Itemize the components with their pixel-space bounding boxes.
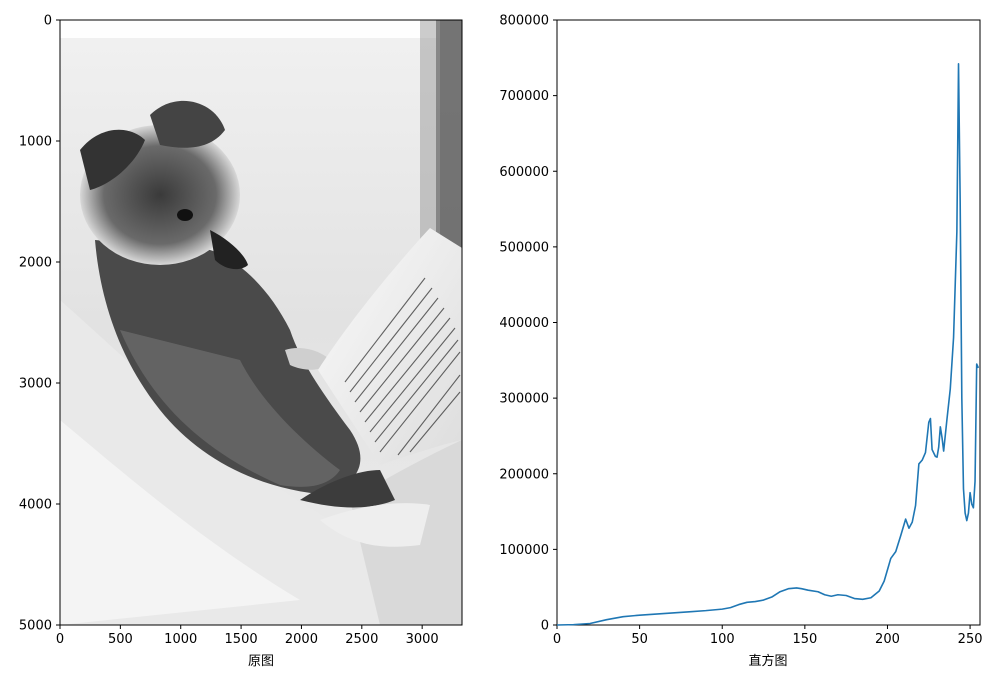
dog-photo [60, 20, 462, 625]
y-tick-label: 2000 [19, 256, 52, 271]
x-tick-label: 3000 [406, 632, 439, 647]
histogram-axes-frame [556, 19, 981, 626]
image-x-axis-label: 原图 [248, 654, 274, 669]
x-tick-label: 1000 [164, 632, 197, 647]
x-tick-label: 50 [631, 632, 648, 647]
x-tick-label: 2000 [285, 632, 318, 647]
x-tick-label: 0 [553, 632, 561, 647]
y-tick-label: 1000 [19, 135, 52, 150]
image-axis-ticks: 0 500 1000 1500 2000 2500 3000 0 1000 2000 3000 400… [19, 14, 439, 648]
y-tick-label: 500000 [499, 240, 549, 255]
y-tick-label: 100000 [499, 543, 549, 558]
y-tick-label: 700000 [499, 89, 549, 104]
y-tick-label: 800000 [499, 14, 549, 29]
x-tick-label: 200 [875, 632, 900, 647]
histogram-axis-ticks: 0 50 100 150 200 250 0 100000 200000 300000 400000… [499, 14, 982, 648]
image-panel: 0 500 1000 1500 2000 2500 3000 0 1000 2000 3000 400… [19, 14, 463, 669]
y-tick-label: 5000 [19, 619, 52, 634]
y-tick-label: 400000 [499, 316, 549, 331]
x-tick-label: 100 [710, 632, 735, 647]
x-tick-label: 250 [958, 632, 983, 647]
histogram-panel: 0 50 100 150 200 250 0 100000 200000 300000 400000… [499, 14, 982, 670]
y-tick-label: 300000 [499, 392, 549, 407]
y-tick-label: 0 [541, 619, 549, 634]
histogram-line [556, 63, 980, 626]
x-tick-label: 2500 [345, 632, 378, 647]
y-tick-label: 4000 [19, 498, 52, 513]
x-tick-label: 500 [108, 632, 133, 647]
y-tick-label: 200000 [499, 467, 549, 482]
histogram-x-axis-label: 直方图 [748, 653, 787, 669]
y-tick-label: 600000 [499, 165, 549, 180]
y-tick-label: 0 [44, 14, 52, 29]
image-axes-frame [59, 19, 463, 626]
x-tick-label: 0 [56, 632, 64, 647]
x-tick-label: 1500 [225, 632, 258, 647]
y-tick-label: 3000 [19, 377, 52, 392]
x-tick-label: 150 [792, 632, 817, 647]
